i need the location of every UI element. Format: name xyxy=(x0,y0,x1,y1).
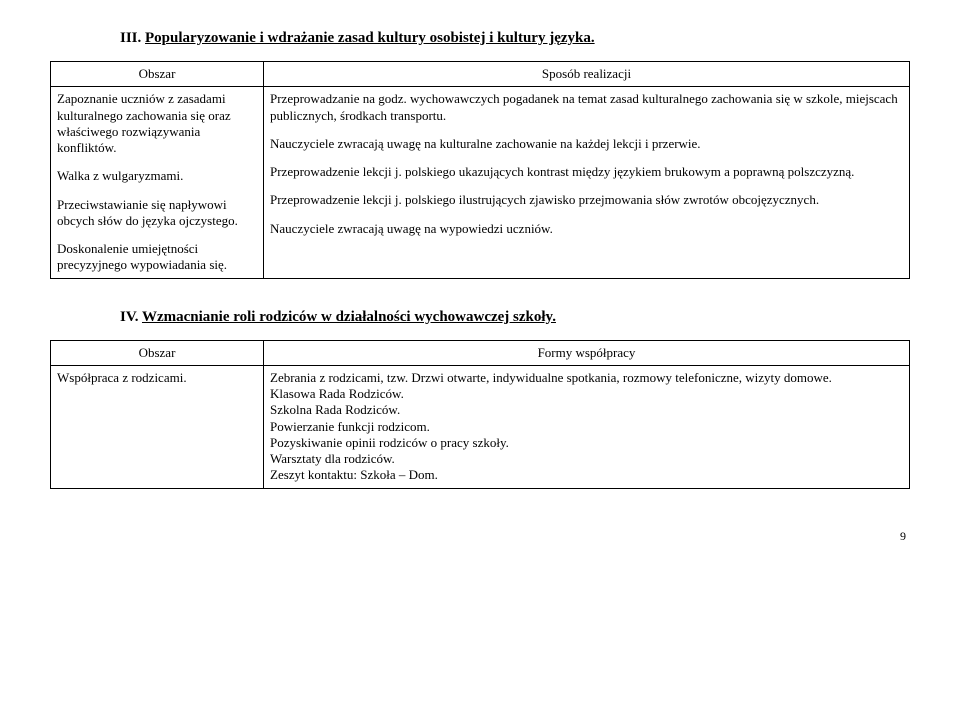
section4-right-line1: Zebrania z rodzicami, tzw. Drzwi otwarte… xyxy=(270,370,903,386)
section3-right-block1b: Nauczyciele zwracają uwagę na kulturalne… xyxy=(270,136,903,152)
section3-left-cell: Zapoznanie uczniów z zasadami kulturalne… xyxy=(51,87,264,278)
section3-right-block2: Przeprowadzenie lekcji j. polskiego ukaz… xyxy=(270,164,903,180)
section3-left-block1: Zapoznanie uczniów z zasadami kulturalne… xyxy=(57,91,257,156)
section3-left-block2: Walka z wulgaryzmami. xyxy=(57,168,257,184)
section4-left-cell: Współpraca z rodzicami. xyxy=(51,365,264,488)
section4-right-line7: Zeszyt kontaktu: Szkoła – Dom. xyxy=(270,467,903,483)
section4-right-line4: Powierzanie funkcji rodzicom. xyxy=(270,419,903,435)
section4-header-right: Formy współpracy xyxy=(264,340,910,365)
section3-heading: III. Popularyzowanie i wdrażanie zasad k… xyxy=(120,30,910,47)
section3-right-block4: Nauczyciele zwracają uwagę na wypowiedzi… xyxy=(270,221,903,237)
section4-heading: IV. Wzmacnianie roli rodziców w działaln… xyxy=(120,309,910,326)
section3-left-block3: Przeciwstawianie się napływowi obcych sł… xyxy=(57,197,257,230)
section3-roman: III. xyxy=(120,30,141,46)
section4-roman: IV. xyxy=(120,309,139,325)
section3-left-block4: Doskonalenie umiejętności precyzyjnego w… xyxy=(57,241,257,274)
page-number: 9 xyxy=(50,529,910,544)
section4-table: Obszar Formy współpracy Współpraca z rod… xyxy=(50,340,910,489)
section4-left-block1: Współpraca z rodzicami. xyxy=(57,370,257,386)
section3-right-block1a: Przeprowadzanie na godz. wychowawczych p… xyxy=(270,91,903,124)
section3-right-cell: Przeprowadzanie na godz. wychowawczych p… xyxy=(264,87,910,278)
section4-right-line6: Warsztaty dla rodziców. xyxy=(270,451,903,467)
section3-title: Popularyzowanie i wdrażanie zasad kultur… xyxy=(145,30,595,46)
section3-right-block3: Przeprowadzenie lekcji j. polskiego ilus… xyxy=(270,192,903,208)
section4-title: Wzmacnianie roli rodziców w działalności… xyxy=(142,309,556,325)
section4-right-line3: Szkolna Rada Rodziców. xyxy=(270,402,903,418)
section3-header-right: Sposób realizacji xyxy=(264,62,910,87)
section4-right-cell: Zebrania z rodzicami, tzw. Drzwi otwarte… xyxy=(264,365,910,488)
section3-header-left: Obszar xyxy=(51,62,264,87)
section3-table: Obszar Sposób realizacji Zapoznanie uczn… xyxy=(50,61,910,279)
section4-right-line5: Pozyskiwanie opinii rodziców o pracy szk… xyxy=(270,435,903,451)
section4-right-line2: Klasowa Rada Rodziców. xyxy=(270,386,903,402)
section4-header-left: Obszar xyxy=(51,340,264,365)
